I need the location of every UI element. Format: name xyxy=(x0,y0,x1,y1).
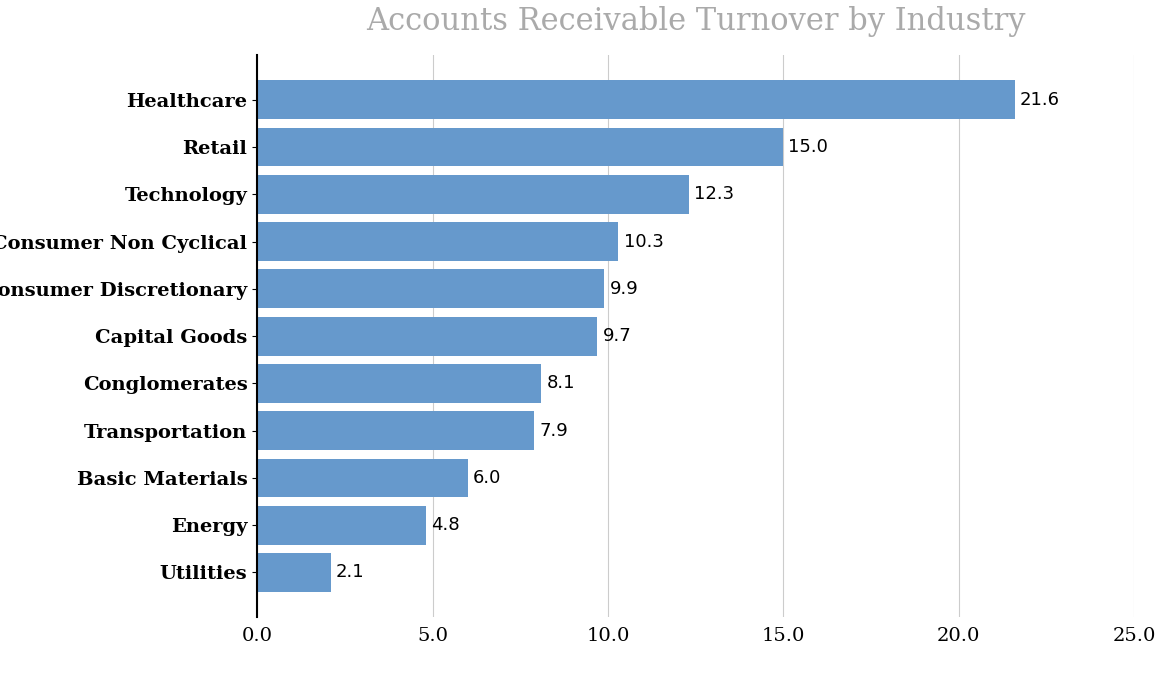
Text: 7.9: 7.9 xyxy=(540,422,568,440)
Bar xyxy=(257,458,468,497)
Text: 10.3: 10.3 xyxy=(624,233,664,250)
Bar xyxy=(257,317,597,355)
Bar xyxy=(257,506,426,545)
Bar xyxy=(257,270,604,308)
Text: 4.8: 4.8 xyxy=(431,516,459,534)
Bar xyxy=(257,80,1015,119)
Bar xyxy=(257,553,331,592)
Text: 9.7: 9.7 xyxy=(603,327,631,345)
Bar xyxy=(257,222,618,261)
Bar xyxy=(257,175,689,214)
Bar xyxy=(257,412,534,450)
Text: 6.0: 6.0 xyxy=(472,469,502,487)
Text: 12.3: 12.3 xyxy=(694,185,734,203)
Bar xyxy=(257,128,783,167)
Text: 8.1: 8.1 xyxy=(546,375,575,392)
Text: 2.1: 2.1 xyxy=(337,563,365,582)
Text: 9.9: 9.9 xyxy=(610,280,638,298)
Text: 21.6: 21.6 xyxy=(1019,91,1060,109)
Title: Accounts Receivable Turnover by Industry: Accounts Receivable Turnover by Industry xyxy=(366,6,1025,37)
Bar xyxy=(257,364,541,403)
Text: 15.0: 15.0 xyxy=(789,138,829,156)
